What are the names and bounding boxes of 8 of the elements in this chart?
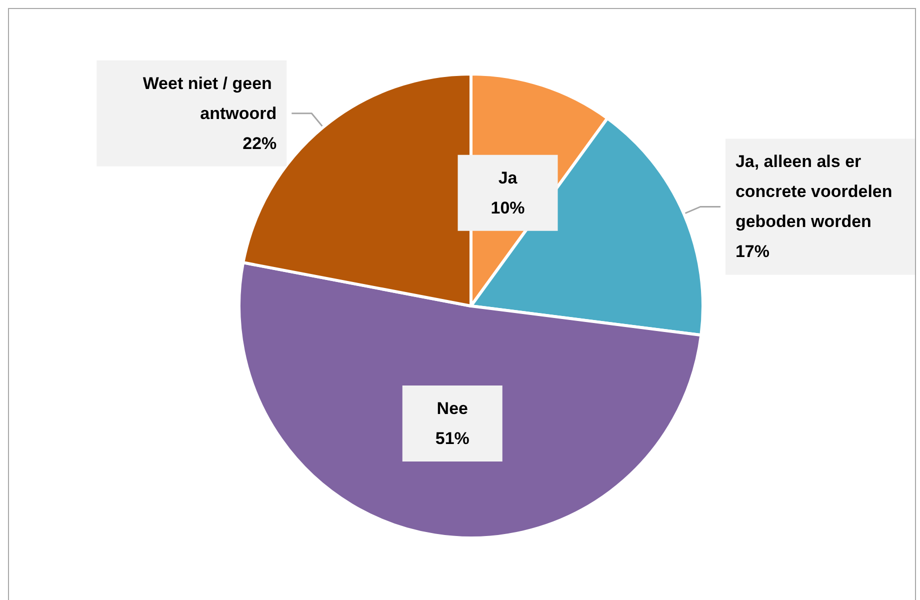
slice-label: Ja <box>498 168 518 188</box>
data-label: 22% <box>242 134 277 153</box>
slice-label: Weet niet / geen antwoord <box>142 74 277 123</box>
data-label: 10% <box>490 198 525 218</box>
slice-label: Nee <box>436 399 468 418</box>
data-label: 17% <box>735 242 770 262</box>
slice-label: Ja, alleen als er concrete voordelen geboden worden <box>735 152 897 232</box>
data-label: 51% <box>435 429 470 448</box>
